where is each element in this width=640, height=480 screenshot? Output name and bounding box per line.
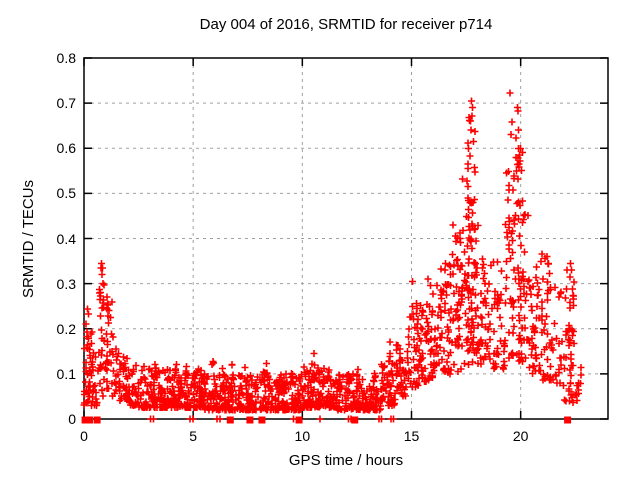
x-tick-label: 10 — [294, 428, 311, 444]
zero-square-marker — [258, 416, 266, 424]
zero-square-marker — [246, 416, 254, 424]
zero-square-marker — [564, 416, 572, 424]
x-tick-label: 20 — [512, 428, 529, 444]
x-axis-label: GPS time / hours — [288, 452, 404, 469]
zero-square-marker — [351, 416, 359, 424]
y-tick-label: 0.8 — [56, 50, 76, 66]
zero-square-marker — [295, 416, 303, 424]
y-tick-label: 0.6 — [56, 140, 76, 157]
x-tick-label: 5 — [189, 428, 198, 444]
y-tick-label: 0.7 — [56, 95, 76, 112]
y-tick-label: 0 — [68, 411, 76, 427]
zero-square-marker — [93, 416, 101, 424]
scatter-points — [80, 89, 585, 423]
x-tick-label: 15 — [403, 428, 420, 444]
y-tick-label: 0.5 — [56, 185, 76, 202]
y-tick-label: 0.3 — [56, 275, 76, 292]
zero-square-marker — [226, 416, 234, 424]
zero-square-marker — [81, 416, 89, 424]
y-tick-label: 0.1 — [56, 365, 76, 382]
x-tick-label: 0 — [80, 428, 88, 444]
zero-square-marker — [85, 416, 93, 424]
chart-title: Day 004 of 2016, SRMTID for receiver p71… — [199, 16, 493, 33]
y-tick-label: 0.2 — [56, 320, 76, 337]
y-tick-label: 0.4 — [56, 230, 76, 247]
